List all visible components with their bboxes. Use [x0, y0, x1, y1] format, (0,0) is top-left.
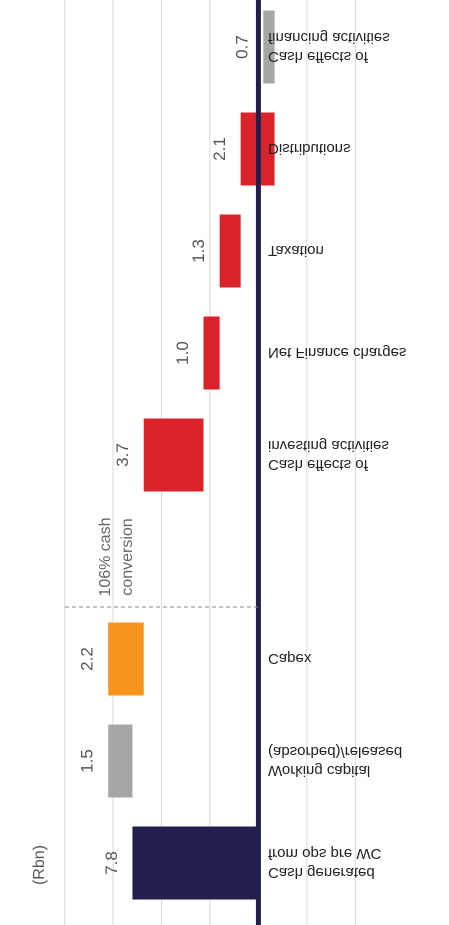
bar	[219, 214, 241, 288]
value-label: 2.2	[78, 647, 97, 671]
value-label: 1.0	[173, 341, 192, 365]
category-label-box: Cash effects of financing activities	[268, 29, 390, 65]
category-label: Cash effects of financing activities	[268, 29, 390, 65]
bar	[108, 622, 144, 696]
value-label: 1.5	[78, 749, 97, 773]
value-label: 2.1	[210, 137, 229, 161]
bar	[108, 724, 133, 798]
value-label: 7.8	[102, 851, 121, 875]
category-label-box: Working capital (absorbed)/released	[268, 743, 403, 779]
category-label: Cash effects of investing activities	[268, 437, 389, 473]
annotation: 106% cash conversion	[97, 517, 136, 596]
category-label-box: Capex	[268, 650, 312, 668]
category-label: Net Finance charges	[268, 344, 407, 362]
bar	[263, 10, 275, 84]
category-label-box: Taxation	[268, 242, 324, 260]
category-label: Distributions	[268, 140, 351, 158]
unit-label: (Rbn)	[31, 845, 48, 885]
category-label: Working capital (absorbed)/released	[268, 743, 403, 779]
category-label: Taxation	[268, 242, 324, 260]
category-label: Cash generated from ops pre WC	[268, 845, 382, 881]
bar	[203, 316, 220, 390]
category-label-box: Cash effects of investing activities	[268, 437, 389, 473]
category-label-box: Cash generated from ops pre WC	[268, 845, 382, 881]
value-label: 1.3	[189, 239, 208, 263]
bar	[143, 418, 204, 492]
category-label-box: Distributions	[268, 140, 351, 158]
bar	[132, 826, 259, 900]
value-label: 3.7	[113, 443, 132, 467]
category-label-box: Net Finance charges	[268, 344, 407, 362]
value-label: 0.7	[233, 35, 252, 59]
category-label: Capex	[268, 650, 312, 668]
